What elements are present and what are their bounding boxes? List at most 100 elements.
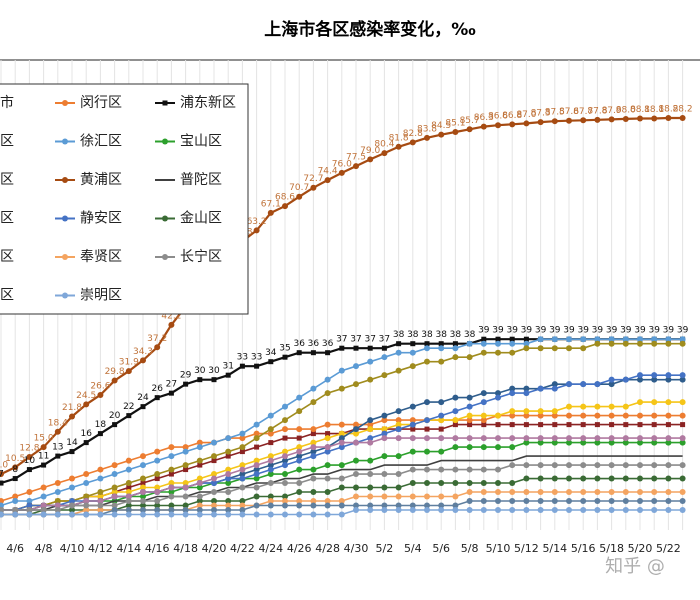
data-point — [69, 413, 75, 420]
legend-marker — [62, 292, 68, 299]
data-point — [679, 336, 686, 343]
data-point — [26, 498, 33, 505]
data-point — [381, 150, 388, 157]
data-point — [197, 462, 203, 468]
data-point — [594, 498, 601, 505]
data-point — [140, 507, 146, 514]
data-label: 87.9 — [602, 106, 622, 116]
data-point — [424, 341, 430, 347]
data-point — [239, 498, 246, 505]
data-label: 83.8 — [417, 124, 437, 134]
data-point — [367, 435, 374, 442]
data-point — [622, 336, 629, 343]
data-point — [310, 489, 317, 496]
data-point — [452, 444, 459, 451]
data-point — [353, 457, 359, 464]
data-label: 39 — [492, 326, 504, 336]
data-point — [111, 507, 118, 514]
data-point — [310, 426, 317, 433]
data-point — [140, 498, 146, 505]
data-point — [438, 507, 445, 514]
data-point — [409, 493, 416, 500]
data-point — [239, 435, 246, 442]
data-point — [509, 435, 516, 442]
data-point — [182, 462, 189, 469]
data-point — [125, 457, 132, 464]
data-point — [679, 439, 686, 446]
data-label: 80.4 — [374, 140, 394, 150]
x-tick-label: 5/22 — [656, 542, 681, 555]
data-point — [125, 368, 132, 375]
data-point — [566, 462, 572, 469]
data-label: 72.7 — [303, 174, 323, 184]
data-point — [282, 403, 288, 410]
data-point — [466, 340, 473, 347]
data-point — [225, 502, 232, 509]
data-label: 27 — [166, 380, 177, 390]
data-point — [111, 502, 118, 509]
data-point — [282, 203, 288, 210]
data-point — [409, 466, 416, 473]
data-point — [466, 394, 473, 401]
data-point — [338, 430, 345, 437]
data-point — [211, 453, 217, 460]
data-label: 88.2 — [673, 105, 693, 115]
data-label: 18 — [95, 420, 107, 430]
data-point — [637, 340, 643, 347]
data-point — [253, 475, 260, 482]
data-point — [239, 363, 245, 369]
x-tick-label: 4/24 — [258, 542, 283, 555]
data-point — [594, 507, 601, 514]
data-point — [395, 143, 402, 150]
data-point — [253, 421, 260, 428]
data-label: 38 — [464, 330, 476, 340]
data-point — [551, 408, 558, 415]
data-point — [182, 448, 189, 455]
data-point — [452, 341, 458, 347]
data-point — [580, 507, 587, 514]
data-point — [225, 507, 232, 514]
data-point — [196, 475, 203, 482]
data-point — [523, 462, 530, 469]
data-label: 15.0 — [34, 434, 54, 444]
data-point — [452, 417, 459, 424]
data-point — [310, 399, 317, 406]
data-point — [438, 417, 445, 424]
data-point — [537, 412, 544, 419]
x-tick-label: 4/8 — [35, 542, 53, 555]
data-point — [680, 422, 686, 428]
data-point — [580, 345, 587, 352]
data-point — [551, 475, 558, 482]
data-point — [310, 385, 317, 392]
data-point — [54, 511, 61, 518]
data-point — [239, 484, 246, 491]
data-point — [551, 345, 558, 352]
data-point — [466, 126, 473, 133]
data-point — [566, 117, 572, 124]
data-point — [154, 448, 161, 455]
data-point — [140, 493, 146, 500]
data-point — [551, 412, 558, 419]
data-point — [523, 385, 530, 392]
data-point — [381, 430, 388, 437]
data-point — [381, 426, 388, 433]
data-point — [168, 390, 174, 396]
data-label: 88.2 — [658, 105, 678, 115]
data-point — [268, 440, 274, 446]
x-tick-label: 5/6 — [432, 542, 450, 555]
data-label: 31.9 — [119, 358, 139, 368]
data-point — [608, 507, 615, 514]
data-point — [608, 475, 615, 482]
data-point — [651, 498, 658, 505]
legend-label: 市 — [0, 94, 14, 111]
data-point — [608, 489, 615, 496]
data-point — [523, 120, 530, 127]
data-point — [424, 399, 430, 406]
data-point — [523, 489, 530, 496]
data-point — [651, 372, 658, 379]
data-point — [196, 502, 203, 509]
data-label: 87.7 — [573, 107, 593, 117]
data-point — [267, 498, 274, 505]
data-label: 29.8 — [105, 367, 125, 377]
data-point — [282, 480, 288, 487]
